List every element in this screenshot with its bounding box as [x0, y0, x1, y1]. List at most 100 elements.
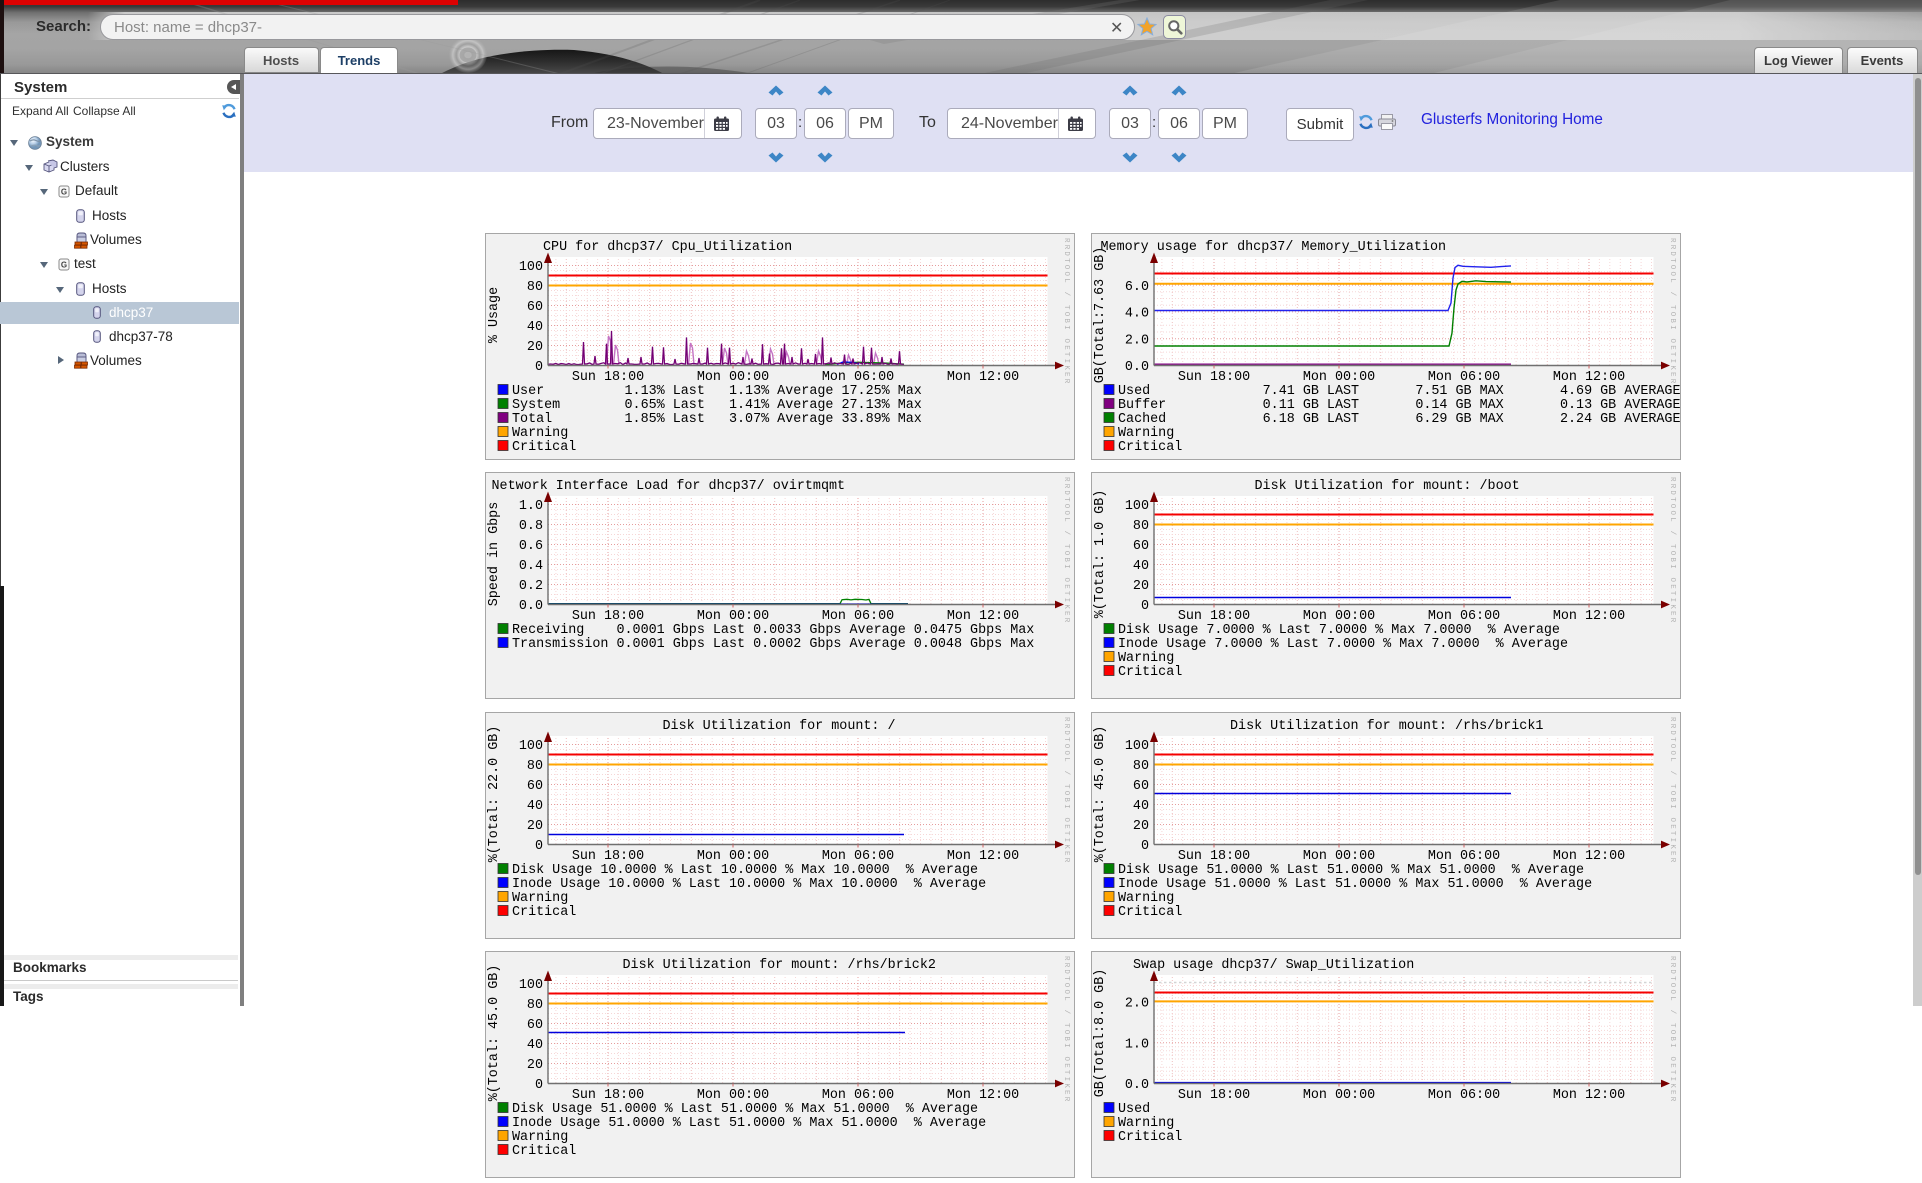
svg-text:Receiving 0.0001 Gbps Last: Receiving 0.0001 Gbps Last 0.0033 Gbps A… — [512, 623, 1034, 638]
svg-text:Warning: Warning — [512, 1130, 568, 1145]
svg-text:Sun 18:00: Sun 18:00 — [1177, 849, 1249, 864]
svg-text:Mon 00:00: Mon 00:00 — [1302, 849, 1374, 864]
svg-text:1.0: 1.0 — [518, 499, 542, 514]
svg-text:0.0: 0.0 — [1124, 1078, 1148, 1093]
svg-text:Warning: Warning — [512, 426, 568, 441]
svg-text:100: 100 — [1124, 499, 1148, 514]
svg-text:Speed in Gbps: Speed in Gbps — [487, 502, 502, 606]
svg-text:0.4: 0.4 — [518, 559, 542, 574]
svg-text:Disk Utilization for mount: /: Disk Utilization for mount: / — [662, 719, 895, 734]
svg-text:%(Total: 1.0 GB): %(Total: 1.0 GB) — [1093, 490, 1108, 619]
svg-text:Transmission 0.0001 Gbps Last: Transmission 0.0001 Gbps Last 0.0002 Gbp… — [512, 637, 1034, 652]
svg-text:1.0: 1.0 — [1124, 1037, 1148, 1052]
svg-text:System 0.65% Last 1.4: System 0.65% Last 1.41% Average 27.13% M… — [512, 398, 922, 413]
svg-text:Sun 18:00: Sun 18:00 — [571, 849, 643, 864]
svg-text:Disk Utilization for mount: /r: Disk Utilization for mount: /rhs/brick1 — [1230, 719, 1543, 734]
svg-text:2.0: 2.0 — [1124, 333, 1148, 348]
svg-text:0.2: 0.2 — [518, 579, 542, 594]
svg-text:Mon 12:00: Mon 12:00 — [1552, 609, 1624, 624]
svg-text:Mon 06:00: Mon 06:00 — [821, 609, 893, 624]
svg-text:RRDTOOL / TOBI OETIKER: RRDTOOL / TOBI OETIKER — [1668, 477, 1676, 624]
svg-text:Disk Usage 7.0000 % Last 7.000: Disk Usage 7.0000 % Last 7.0000 % Max 7.… — [1118, 623, 1560, 638]
svg-text:Sun 18:00: Sun 18:00 — [1177, 609, 1249, 624]
svg-text:20: 20 — [1132, 579, 1148, 594]
svg-text:Cached 6.18 GB LAST: Cached 6.18 GB LAST 6.29 GB MAX 2.24 GB … — [1118, 412, 1681, 427]
svg-text:40: 40 — [1132, 799, 1148, 814]
svg-text:Mon 12:00: Mon 12:00 — [1552, 370, 1624, 385]
svg-text:2.0: 2.0 — [1124, 996, 1148, 1011]
svg-text:RRDTOOL / TOBI OETIKER: RRDTOOL / TOBI OETIKER — [1668, 717, 1676, 864]
svg-text:Mon 12:00: Mon 12:00 — [946, 849, 1018, 864]
svg-text:60: 60 — [1132, 779, 1148, 794]
svg-text:Critical: Critical — [1118, 905, 1182, 920]
svg-text:User 1.13% Last 1.1: User 1.13% Last 1.13% Average 17.25% Max — [512, 384, 922, 399]
svg-text:20: 20 — [1132, 819, 1148, 834]
svg-text:Critical: Critical — [512, 1144, 576, 1159]
svg-text:60: 60 — [526, 779, 542, 794]
svg-text:100: 100 — [518, 739, 542, 754]
svg-text:Inode Usage 51.0000 % Last 51.: Inode Usage 51.0000 % Last 51.0000 % Max… — [512, 1116, 986, 1131]
svg-text:Used 7.41 GB LAST: Used 7.41 GB LAST 7.51 GB MAX 4.69 GB AV… — [1118, 384, 1681, 399]
svg-text:Mon 00:00: Mon 00:00 — [1302, 609, 1374, 624]
svg-text:Mon 06:00: Mon 06:00 — [821, 1088, 893, 1103]
svg-text:Critical: Critical — [1118, 665, 1182, 680]
svg-text:0.0: 0.0 — [1124, 360, 1148, 375]
svg-text:Critical: Critical — [512, 440, 576, 455]
svg-text:40: 40 — [526, 1038, 542, 1053]
svg-text:60: 60 — [526, 300, 542, 315]
svg-text:Disk Utilization for mount: /r: Disk Utilization for mount: /rhs/brick2 — [622, 958, 935, 973]
svg-text:Mon 06:00: Mon 06:00 — [1427, 1088, 1499, 1103]
svg-text:RRDTOOL / TOBI OETIKER: RRDTOOL / TOBI OETIKER — [1062, 238, 1070, 385]
svg-text:Mon 06:00: Mon 06:00 — [1427, 370, 1499, 385]
svg-text:RRDTOOL / TOBI OETIKER: RRDTOOL / TOBI OETIKER — [1062, 717, 1070, 864]
svg-text:%(Total: 45.0 GB): %(Total: 45.0 GB) — [1093, 725, 1108, 862]
svg-text:Critical: Critical — [1118, 440, 1182, 455]
svg-text:Mon 06:00: Mon 06:00 — [1427, 849, 1499, 864]
svg-text:Mon 12:00: Mon 12:00 — [946, 609, 1018, 624]
svg-text:GB(Total:8.0 GB): GB(Total:8.0 GB) — [1093, 969, 1108, 1098]
svg-text:0.0: 0.0 — [518, 599, 542, 614]
svg-text:60: 60 — [526, 1018, 542, 1033]
svg-text:80: 80 — [1132, 759, 1148, 774]
svg-text:RRDTOOL / TOBI OETIKER: RRDTOOL / TOBI OETIKER — [1668, 238, 1676, 385]
svg-text:80: 80 — [526, 759, 542, 774]
svg-text:Disk Usage 51.0000 % Last 51.0: Disk Usage 51.0000 % Last 51.0000 % Max … — [512, 1102, 978, 1117]
svg-text:0: 0 — [1140, 839, 1148, 854]
svg-text:Warning: Warning — [1118, 1116, 1174, 1131]
svg-text:Disk Usage 51.0000 % Last 51.0: Disk Usage 51.0000 % Last 51.0000 % Max … — [1118, 863, 1584, 878]
svg-text:Memory usage for dhcp37/ Memor: Memory usage for dhcp37/ Memory_Utilizat… — [1100, 240, 1446, 255]
svg-text:RRDTOOL / TOBI OETIKER: RRDTOOL / TOBI OETIKER — [1668, 956, 1676, 1103]
svg-text:Buffer 0.11 GB LAST: Buffer 0.11 GB LAST 0.14 GB MAX 0.13 GB … — [1118, 398, 1681, 413]
svg-text:20: 20 — [526, 1058, 542, 1073]
svg-text:Warning: Warning — [512, 891, 568, 906]
svg-text:Mon 06:00: Mon 06:00 — [821, 370, 893, 385]
svg-text:Mon 06:00: Mon 06:00 — [821, 849, 893, 864]
svg-text:Sun 18:00: Sun 18:00 — [571, 1088, 643, 1103]
svg-text:RRDTOOL / TOBI OETIKER: RRDTOOL / TOBI OETIKER — [1062, 956, 1070, 1103]
svg-text:20: 20 — [526, 340, 542, 355]
svg-text:% Usage: % Usage — [487, 287, 502, 343]
svg-text:Warning: Warning — [1118, 891, 1174, 906]
svg-text:Sun 18:00: Sun 18:00 — [571, 609, 643, 624]
svg-text:Disk Usage 10.0000 % Last 10.0: Disk Usage 10.0000 % Last 10.0000 % Max … — [512, 863, 978, 878]
svg-text:Warning: Warning — [1118, 651, 1174, 666]
svg-text:Inode Usage 10.0000 % Last 10.: Inode Usage 10.0000 % Last 10.0000 % Max… — [512, 877, 986, 892]
svg-text:100: 100 — [518, 260, 542, 275]
svg-text:Critical: Critical — [1118, 1130, 1182, 1145]
svg-text:Critical: Critical — [512, 905, 576, 920]
svg-text:Mon 00:00: Mon 00:00 — [1302, 370, 1374, 385]
svg-text:Mon 12:00: Mon 12:00 — [946, 370, 1018, 385]
svg-text:Inode Usage 51.0000 % Last 51.: Inode Usage 51.0000 % Last 51.0000 % Max… — [1118, 877, 1592, 892]
svg-text:Sun 18:00: Sun 18:00 — [1177, 370, 1249, 385]
svg-text:0.6: 0.6 — [518, 539, 542, 554]
svg-text:Used: Used — [1118, 1102, 1150, 1117]
svg-text:80: 80 — [526, 280, 542, 295]
svg-text:Swap usage dhcp37/ Swap_Utiliz: Swap usage dhcp37/ Swap_Utilization — [1133, 958, 1414, 973]
svg-text:GB(Total:7.63 GB): GB(Total:7.63 GB) — [1093, 247, 1108, 384]
svg-text:Warning: Warning — [1118, 426, 1174, 441]
svg-text:Mon 12:00: Mon 12:00 — [1552, 849, 1624, 864]
svg-text:Disk Utilization for mount: /b: Disk Utilization for mount: /boot — [1254, 479, 1519, 494]
svg-text:Sun 18:00: Sun 18:00 — [1177, 1088, 1249, 1103]
svg-text:100: 100 — [518, 978, 542, 993]
svg-text:80: 80 — [1132, 519, 1148, 534]
